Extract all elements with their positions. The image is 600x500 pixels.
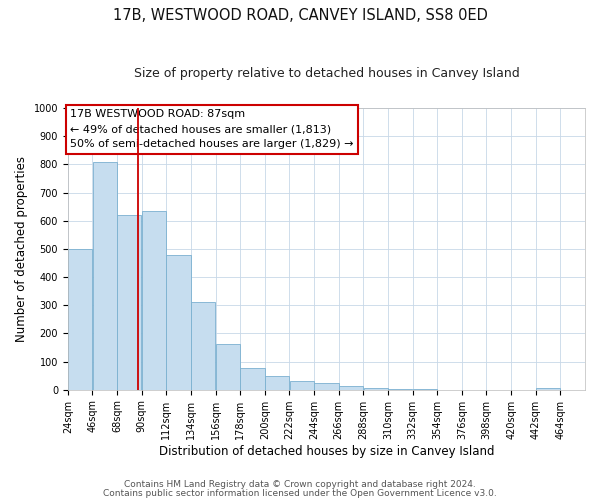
- Text: Contains HM Land Registry data © Crown copyright and database right 2024.: Contains HM Land Registry data © Crown c…: [124, 480, 476, 489]
- Bar: [265, 376, 289, 390]
- Bar: [364, 388, 388, 390]
- Bar: [68, 249, 92, 390]
- Bar: [388, 389, 412, 390]
- Bar: [314, 383, 338, 390]
- Bar: [142, 211, 166, 390]
- Bar: [241, 368, 265, 390]
- X-axis label: Distribution of detached houses by size in Canvey Island: Distribution of detached houses by size …: [158, 444, 494, 458]
- Bar: [339, 386, 363, 390]
- Text: 17B WESTWOOD ROAD: 87sqm
← 49% of detached houses are smaller (1,813)
50% of sem: 17B WESTWOOD ROAD: 87sqm ← 49% of detach…: [70, 110, 354, 149]
- Bar: [117, 215, 142, 390]
- Title: Size of property relative to detached houses in Canvey Island: Size of property relative to detached ho…: [134, 68, 519, 80]
- Bar: [536, 388, 560, 390]
- Bar: [92, 162, 117, 390]
- Bar: [216, 344, 240, 390]
- Text: Contains public sector information licensed under the Open Government Licence v3: Contains public sector information licen…: [103, 490, 497, 498]
- Bar: [290, 382, 314, 390]
- Y-axis label: Number of detached properties: Number of detached properties: [15, 156, 28, 342]
- Text: 17B, WESTWOOD ROAD, CANVEY ISLAND, SS8 0ED: 17B, WESTWOOD ROAD, CANVEY ISLAND, SS8 0…: [113, 8, 487, 22]
- Bar: [166, 255, 191, 390]
- Bar: [191, 302, 215, 390]
